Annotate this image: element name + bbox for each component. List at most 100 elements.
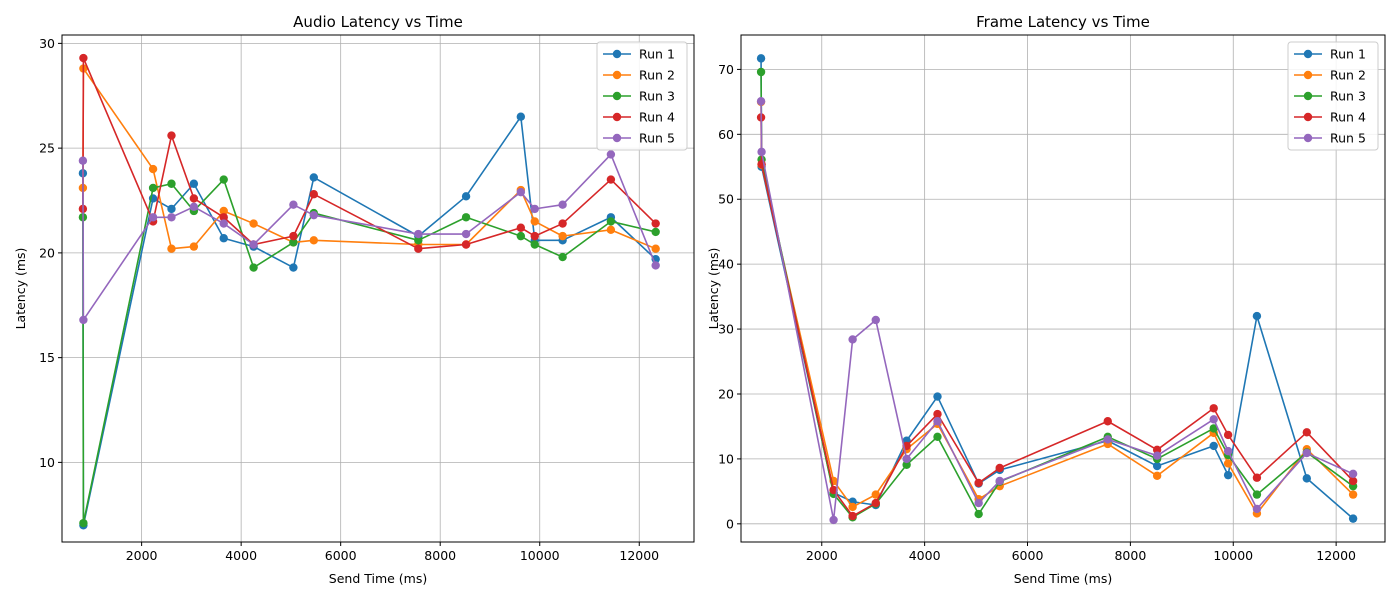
data-point [756, 54, 766, 63]
data-point [219, 219, 228, 228]
data-point [309, 190, 318, 199]
data-point [414, 236, 423, 245]
data-point [756, 67, 766, 77]
y-tick-label: 50 [718, 192, 734, 207]
legend-box [596, 41, 688, 151]
data-point [530, 204, 539, 214]
axes-frame [740, 34, 1386, 543]
legend-label: Run 1 [1330, 47, 1366, 62]
legend-label: Run 3 [1330, 89, 1366, 104]
series-line-run-5 [82, 153, 657, 321]
data-point [189, 179, 199, 188]
x-tick-label: 6000 [1012, 548, 1044, 563]
data-point [461, 229, 471, 239]
y-tick-label: 70 [718, 62, 734, 77]
legend: Run 1 Run 2 Run 3 Run 4 Run 5 [596, 41, 688, 151]
data-point [1209, 424, 1218, 433]
x-tick-label: 10000 [1213, 548, 1253, 563]
data-point [219, 206, 228, 216]
x-tick-label: 4000 [225, 548, 257, 563]
data-point [1348, 490, 1358, 499]
data-point [1209, 415, 1218, 424]
data-point [871, 315, 880, 325]
legend-swatch-marker [1303, 70, 1313, 80]
data-point [974, 498, 983, 508]
y-tick-label: 20 [718, 386, 734, 401]
data-point [461, 240, 471, 249]
data-point [167, 179, 176, 188]
legend-label: Run 4 [1330, 110, 1366, 125]
x-tick-label: 2000 [806, 548, 838, 563]
legend-label: Run 4 [639, 110, 675, 125]
data-point [148, 183, 158, 193]
data-point [933, 392, 942, 401]
data-point [219, 234, 228, 243]
data-point [167, 131, 176, 140]
data-point [249, 240, 258, 249]
data-point [309, 173, 318, 182]
data-point [461, 192, 471, 201]
legend-swatch-marker [1303, 91, 1313, 101]
data-point [148, 213, 158, 222]
data-point [1348, 476, 1358, 486]
data-point [1209, 441, 1218, 451]
legend-label: Run 2 [1330, 68, 1366, 83]
data-point [1223, 446, 1233, 456]
data-point [829, 515, 838, 525]
series-line-run-1 [82, 115, 657, 527]
data-point [189, 202, 199, 211]
data-point [756, 97, 766, 106]
data-point [848, 502, 857, 512]
data-point [79, 315, 88, 325]
data-point [558, 231, 567, 241]
data-point [651, 244, 660, 253]
data-point [1348, 469, 1358, 479]
data-point [289, 263, 298, 272]
data-point [219, 175, 228, 184]
data-point [1223, 430, 1233, 440]
data-point [219, 213, 228, 222]
x-tick-label: 12000 [1316, 548, 1356, 563]
x-tick-label: 2000 [126, 548, 158, 563]
x-tick-label: 8000 [1114, 548, 1146, 563]
data-point [871, 490, 880, 499]
data-point [1252, 311, 1262, 321]
data-point [78, 156, 88, 165]
x-axis-label: Send Time (ms) [329, 571, 427, 586]
y-axis-label: Latency (ms) [13, 248, 28, 330]
series-line-run-2 [82, 67, 656, 250]
data-point [289, 200, 298, 209]
series-line-run-3 [82, 178, 656, 524]
legend-label: Run 1 [639, 47, 675, 62]
data-point [1348, 514, 1358, 523]
data-point [606, 217, 616, 226]
data-point [167, 213, 176, 222]
axes-frame [61, 34, 695, 543]
data-point [829, 485, 838, 495]
x-tick-label: 8000 [424, 548, 456, 563]
y-tick-label: 25 [39, 141, 55, 156]
data-point [167, 244, 176, 253]
legend-swatch-marker [612, 49, 622, 59]
data-point [651, 227, 660, 237]
data-point [1223, 470, 1233, 480]
data-point [1302, 428, 1312, 437]
data-point [651, 261, 660, 270]
y-tick-label: 30 [718, 322, 734, 337]
y-axis-label: Latency (ms) [706, 248, 721, 330]
data-point [1302, 448, 1312, 458]
data-point [516, 187, 526, 197]
series-line-run-5 [760, 101, 1354, 521]
data-point [309, 236, 318, 245]
legend: Run 1 Run 2 Run 3 Run 4 Run 5 [1287, 41, 1379, 151]
x-axis-label: Send Time (ms) [1014, 571, 1112, 586]
data-point [1103, 417, 1112, 426]
data-point [1302, 474, 1312, 483]
audio-latency-chart: 2000 4000 6000 8000 10000 12000 10 15 20 25 30 Audi… [13, 13, 695, 586]
data-point [1103, 435, 1112, 444]
data-point [189, 194, 199, 203]
data-point [902, 460, 911, 469]
legend-swatch-marker [612, 91, 622, 101]
data-point [558, 219, 567, 228]
data-point [1152, 445, 1162, 455]
